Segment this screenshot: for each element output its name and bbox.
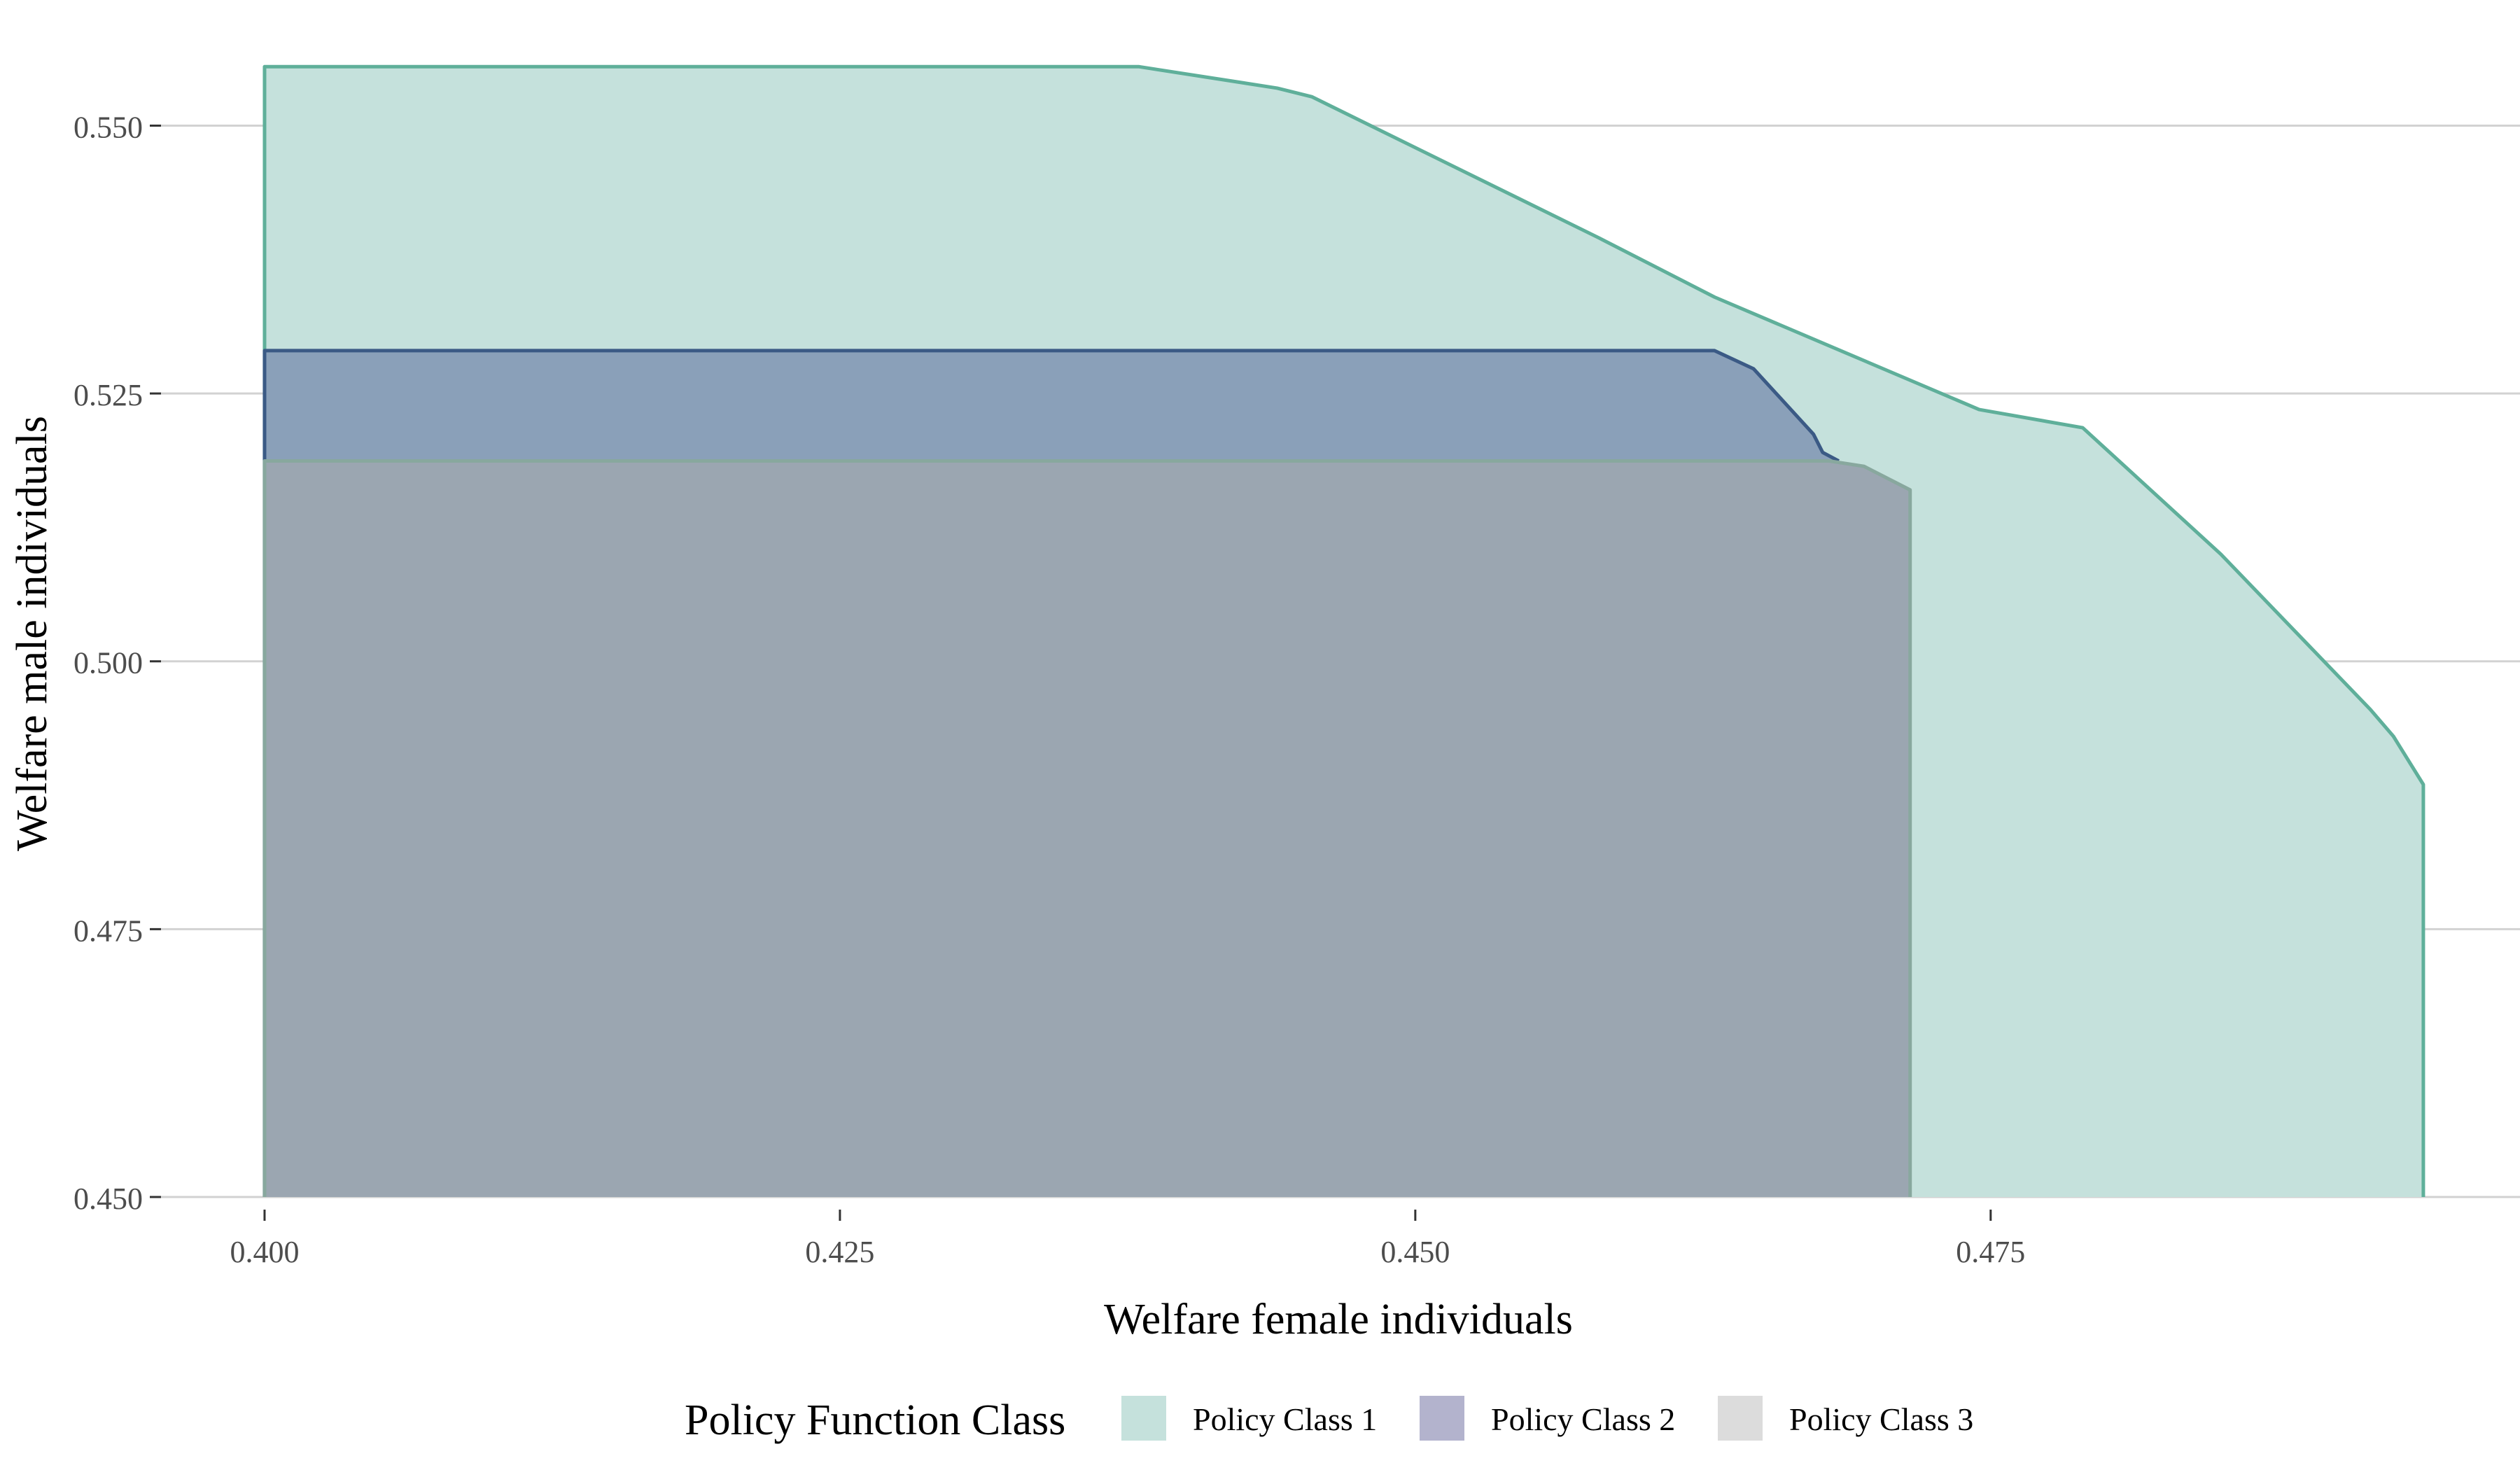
y-tick-label: 0.550: [74, 110, 143, 144]
axes: 0.450 0.475 0.500 0.525 0.550 0.400 0.425 0.450…: [74, 110, 2025, 1269]
x-axis-label: Welfare female individuals: [1104, 1296, 1573, 1343]
area-layer: [262, 64, 2426, 1198]
legend-label-policy-class-1: Policy Class 1: [1193, 1401, 1377, 1437]
legend-label-policy-class-3: Policy Class 3: [1789, 1401, 1973, 1437]
legend-title: Policy Function Class: [685, 1396, 1065, 1444]
y-tick-label: 0.525: [74, 378, 143, 412]
y-tick-label: 0.450: [74, 1182, 143, 1216]
y-axis-label: Welfare male individuals: [8, 416, 56, 851]
legend-label-policy-class-2: Policy Class 2: [1491, 1401, 1675, 1437]
x-tick-label: 0.425: [805, 1235, 874, 1269]
legend-swatch-policy-class-3: [1718, 1396, 1763, 1441]
legend-swatch-policy-class-2: [1420, 1396, 1464, 1441]
legend-swatch-policy-class-1: [1121, 1396, 1166, 1441]
frontier-line-policy-class-1: [262, 64, 2426, 1197]
x-tick-label: 0.400: [230, 1235, 299, 1269]
frontier-line-policy-class-2: [262, 349, 1840, 1197]
x-tick-label: 0.450: [1380, 1235, 1450, 1269]
area-policy-class-3: [264, 461, 1910, 1198]
x-tick-label: 0.475: [1956, 1235, 2025, 1269]
y-tick-label: 0.475: [74, 913, 143, 948]
legend: Policy Function Class Policy Class 1 Poli…: [685, 1396, 1973, 1444]
y-tick-label: 0.500: [74, 646, 143, 680]
frontier-line-policy-class-3: [262, 459, 1912, 1197]
